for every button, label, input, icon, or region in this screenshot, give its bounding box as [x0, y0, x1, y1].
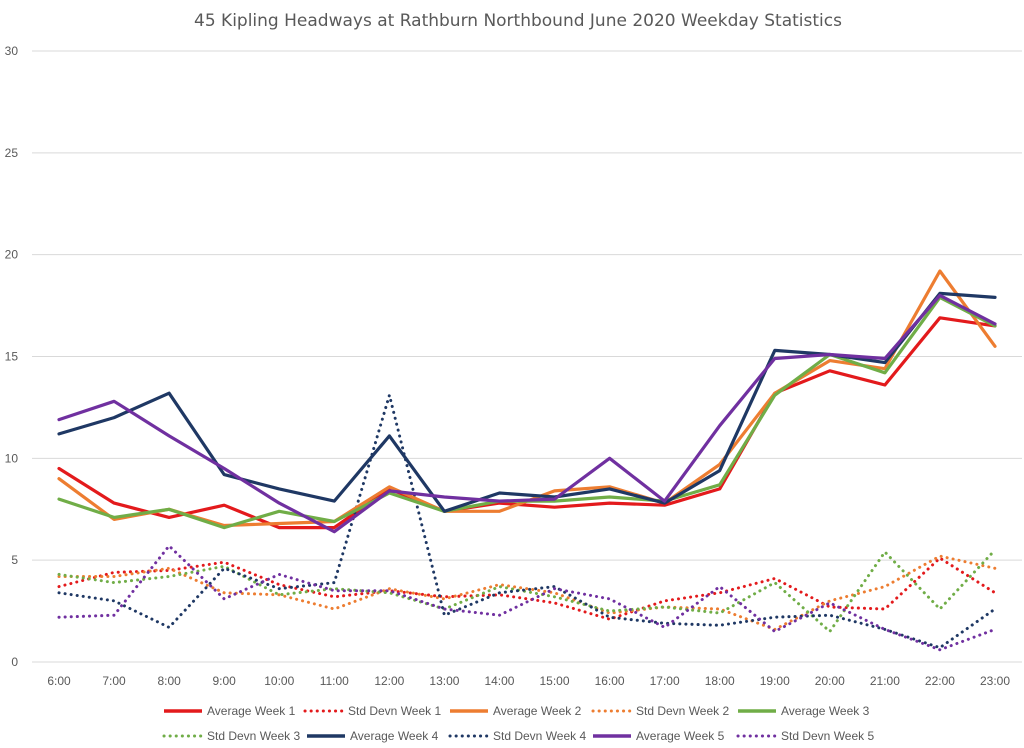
x-tick-label: 23:00	[980, 674, 1010, 688]
series-line-std-devn-week-5	[57, 544, 997, 652]
legend-label: Std Devn Week 3	[207, 729, 300, 743]
legend-label: Average Week 4	[350, 729, 439, 743]
legend-item: Average Week 2	[450, 704, 582, 718]
series-line-average-week-3	[57, 295, 997, 530]
x-tick-label: 14:00	[484, 674, 514, 688]
y-tick-label: 20	[5, 248, 19, 262]
x-tick-label: 13:00	[429, 674, 459, 688]
x-tick-label: 7:00	[102, 674, 126, 688]
x-tick-label: 19:00	[760, 674, 790, 688]
legend-label: Average Week 3	[781, 704, 870, 718]
legend-label: Average Week 5	[636, 729, 725, 743]
series-line-average-week-1	[57, 316, 997, 530]
y-axis-ticks: 0 5 10 15 20 25 30	[5, 44, 19, 669]
x-tick-label: 9:00	[212, 674, 236, 688]
legend-item: Std Devn Week 5	[736, 729, 874, 743]
x-tick-label: 11:00	[320, 674, 349, 688]
x-tick-label: 8:00	[157, 674, 181, 688]
legend-label: Average Week 2	[493, 704, 582, 718]
y-tick-label: 0	[11, 655, 18, 669]
series-line-average-week-4	[57, 291, 997, 513]
legend-item: Std Devn Week 3	[162, 729, 300, 743]
legend-item: Average Week 3	[738, 704, 870, 718]
chart-title: 45 Kipling Headways at Rathburn Northbou…	[194, 11, 842, 31]
series-line-average-week-2	[57, 269, 997, 528]
y-tick-label: 25	[5, 146, 19, 160]
series-lines	[57, 269, 997, 652]
series-line-std-devn-week-3	[57, 548, 997, 633]
y-tick-label: 5	[11, 553, 18, 567]
gridlines	[32, 50, 1022, 663]
legend-item: Average Week 1	[164, 704, 296, 718]
x-tick-label: 15:00	[540, 674, 570, 688]
y-tick-label: 30	[5, 44, 19, 58]
series-line-std-devn-week-2	[57, 554, 997, 631]
legend-item: Average Week 5	[593, 729, 725, 743]
legend-label: Std Devn Week 1	[348, 704, 441, 718]
y-tick-label: 15	[5, 350, 19, 364]
legend-label: Std Devn Week 5	[781, 729, 874, 743]
legend-label: Std Devn Week 4	[493, 729, 586, 743]
x-tick-label: 10:00	[264, 674, 294, 688]
series-line-average-week-5	[57, 293, 997, 534]
x-tick-label: 6:00	[47, 674, 71, 688]
legend-item: Std Devn Week 1	[303, 704, 441, 718]
legend-label: Std Devn Week 2	[636, 704, 729, 718]
x-tick-label: 18:00	[705, 674, 735, 688]
x-tick-label: 17:00	[650, 674, 680, 688]
x-tick-label: 12:00	[374, 674, 404, 688]
legend: Average Week 1 Std Devn Week 1 Average Wee…	[162, 704, 874, 743]
x-axis-ticks: 6:00 7:00 8:00 9:00 10:00 11:00 12:00 13:00 14:0…	[47, 674, 1010, 688]
series-line-std-devn-week-4	[57, 393, 997, 650]
x-tick-label: 16:00	[595, 674, 625, 688]
legend-item: Average Week 4	[307, 729, 439, 743]
legend-item: Std Devn Week 2	[591, 704, 729, 718]
legend-item: Std Devn Week 4	[448, 729, 586, 743]
x-tick-label: 21:00	[870, 674, 900, 688]
x-tick-label: 20:00	[815, 674, 845, 688]
legend-label: Average Week 1	[207, 704, 296, 718]
y-tick-label: 10	[5, 451, 19, 465]
x-tick-label: 22:00	[925, 674, 955, 688]
